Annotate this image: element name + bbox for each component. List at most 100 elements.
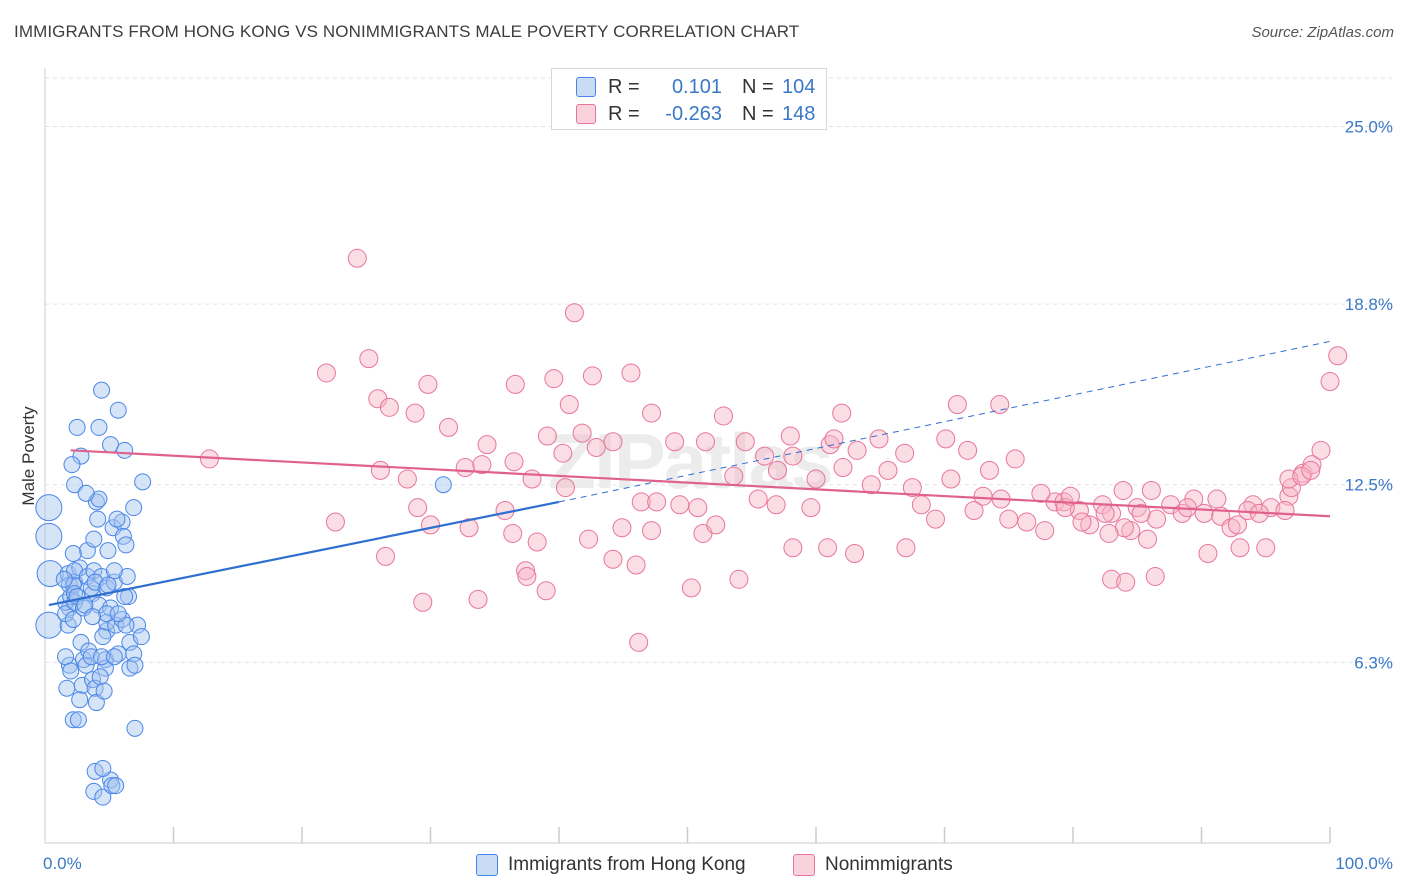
nonimmigrants-point bbox=[947, 394, 967, 414]
nonimmigrants-point bbox=[559, 394, 579, 414]
nonimmigrants-point bbox=[1328, 346, 1348, 366]
nonimmigrants-point bbox=[665, 432, 685, 452]
nonimmigrants-point bbox=[688, 498, 708, 518]
hong-kong-point bbox=[121, 659, 139, 677]
x-tick-label: 0.0% bbox=[43, 854, 82, 873]
nonimmigrants-point bbox=[1035, 521, 1055, 541]
nonimmigrants-point bbox=[847, 440, 867, 460]
nonimmigrants-point bbox=[642, 403, 662, 423]
nonimmigrants-point bbox=[413, 592, 433, 612]
hong-kong-point bbox=[117, 536, 135, 554]
x-tick-label: 100.0% bbox=[1335, 854, 1393, 873]
nonimmigrants-point bbox=[397, 469, 417, 489]
hong-kong-point bbox=[134, 473, 152, 491]
nonimmigrants-point bbox=[408, 498, 428, 518]
nonimmigrants-point bbox=[902, 478, 922, 498]
y-tick-label: 18.8% bbox=[1345, 295, 1393, 314]
r-value: 0.101 bbox=[671, 75, 722, 98]
nonimmigrants-point bbox=[806, 469, 826, 489]
nonimmigrants-point bbox=[370, 460, 390, 480]
nonimmigrants-point bbox=[1102, 569, 1122, 589]
hong-kong-point bbox=[125, 499, 143, 517]
n-value: 148 bbox=[782, 102, 816, 125]
nonimmigrants-point bbox=[405, 403, 425, 423]
hong-kong-point bbox=[99, 542, 117, 560]
r-label: R = bbox=[608, 75, 640, 98]
nonimmigrants-point bbox=[572, 423, 592, 443]
nonimmigrants-point bbox=[767, 460, 787, 480]
nonimmigrants-point bbox=[564, 303, 584, 323]
nonimmigrants-point bbox=[1275, 501, 1295, 521]
r-value: -0.263 bbox=[665, 102, 722, 125]
hong-kong-point bbox=[94, 628, 112, 646]
nonimmigrants-point bbox=[783, 538, 803, 558]
nonimmigrants-point bbox=[780, 426, 800, 446]
nonimmigrants-point bbox=[537, 426, 557, 446]
nonimmigrants-point bbox=[455, 458, 475, 478]
nonimmigrants-point bbox=[820, 435, 840, 455]
nonimmigrants-point bbox=[681, 578, 701, 598]
pink-swatch bbox=[576, 104, 596, 124]
blue-swatch bbox=[576, 77, 596, 97]
nonimmigrants-point bbox=[1194, 503, 1214, 523]
hong-kong-point bbox=[64, 711, 82, 729]
nonimmigrants-point bbox=[1069, 501, 1089, 521]
hong-kong-point bbox=[84, 608, 102, 626]
nonimmigrants-point bbox=[1292, 466, 1312, 486]
nonimmigrants-point bbox=[1301, 460, 1321, 480]
nonimmigrants-point bbox=[359, 349, 379, 369]
nonimmigrants-point bbox=[824, 429, 844, 449]
nonimmigrants-point bbox=[878, 460, 898, 480]
hong-kong-point bbox=[105, 648, 123, 666]
nonimmigrants-point bbox=[522, 469, 542, 489]
correlation-legend: R = 0.101 N = 104 R = -0.263 N = 148 bbox=[551, 68, 827, 130]
nonimmigrants-point bbox=[468, 589, 488, 609]
nonimmigrants-point bbox=[505, 374, 525, 394]
nonimmigrants-point bbox=[579, 529, 599, 549]
nonimmigrants-point bbox=[1198, 544, 1218, 564]
nonimmigrants-point bbox=[316, 363, 336, 383]
hong-kong-point bbox=[35, 494, 63, 522]
hong-kong-point bbox=[98, 605, 116, 623]
pink-swatch bbox=[793, 854, 815, 876]
nonimmigrants-point bbox=[818, 538, 838, 558]
hong-kong-point bbox=[126, 719, 144, 737]
nonimmigrants-point bbox=[1031, 483, 1051, 503]
hong-kong-point bbox=[93, 648, 111, 666]
nonimmigrants-point bbox=[735, 432, 755, 452]
nonimmigrants-trend-line bbox=[70, 449, 1331, 518]
legend-label: Nonimmigrants bbox=[825, 854, 953, 875]
hong-kong-point bbox=[95, 682, 113, 700]
nonimmigrants-point bbox=[958, 440, 978, 460]
source-credit: Source: ZipAtlas.com bbox=[1251, 24, 1394, 41]
nonimmigrants-point bbox=[527, 532, 547, 552]
hong-kong-point bbox=[90, 418, 108, 436]
legend-row-nonimmigrants: R = -0.263 N = 148 bbox=[576, 102, 815, 126]
nonimmigrants-point bbox=[979, 460, 999, 480]
nonimmigrants-point bbox=[582, 366, 602, 386]
hong-kong-point bbox=[85, 530, 103, 548]
hong-kong-point bbox=[64, 545, 82, 563]
hong-kong-point bbox=[434, 476, 452, 494]
nonimmigrants-point bbox=[783, 446, 803, 466]
hong-kong-point bbox=[85, 782, 103, 800]
hong-kong-point bbox=[105, 562, 123, 580]
hong-kong-point bbox=[102, 436, 120, 454]
nonimmigrants-point bbox=[477, 435, 497, 455]
nonimmigrants-point bbox=[376, 546, 396, 566]
nonimmigrants-point bbox=[670, 495, 690, 515]
nonimmigrants-point bbox=[861, 475, 881, 495]
nonimmigrants-point bbox=[724, 466, 744, 486]
nonimmigrants-point bbox=[629, 632, 649, 652]
hong-kong-point bbox=[35, 611, 63, 639]
hong-kong-trend-line bbox=[48, 500, 560, 607]
hong-kong-point bbox=[93, 381, 111, 399]
nonimmigrants-point bbox=[1145, 566, 1165, 586]
hong-kong-point bbox=[68, 418, 86, 436]
hong-kong-point bbox=[107, 777, 125, 795]
nonimmigrants-point bbox=[642, 521, 662, 541]
hong-kong-point bbox=[116, 441, 134, 459]
bottom-legend-hong-kong: Immigrants from Hong Kong bbox=[476, 851, 746, 879]
nonimmigrants-point bbox=[472, 455, 492, 475]
